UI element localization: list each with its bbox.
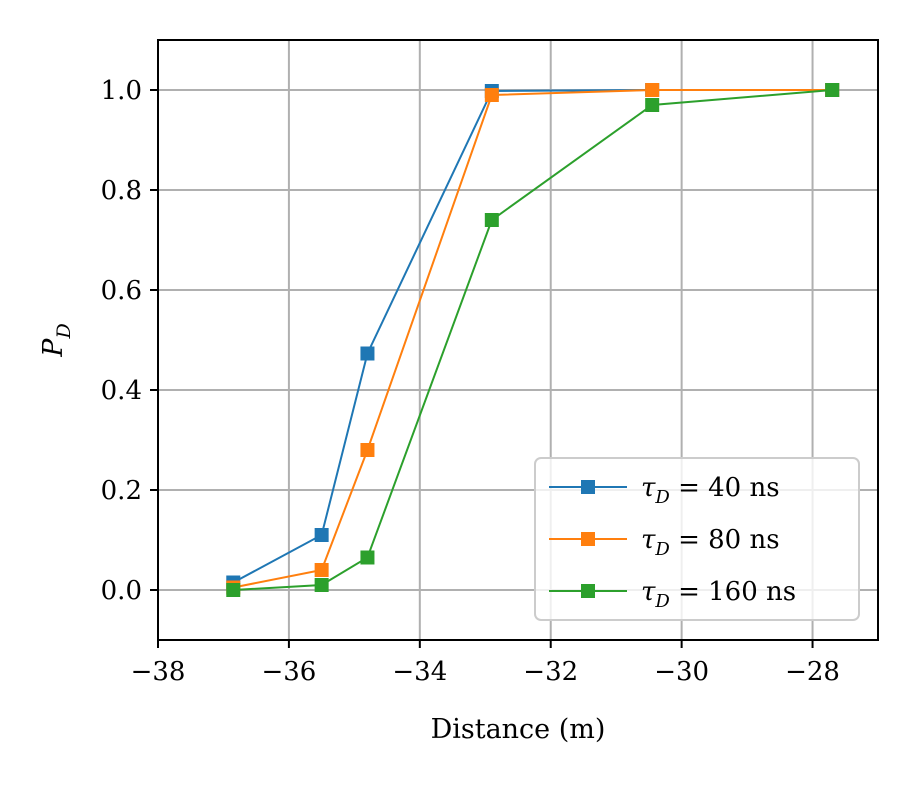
y-tick-label: 0.0 <box>101 576 142 606</box>
y-tick-label: 0.6 <box>101 276 142 306</box>
data-point <box>314 528 329 542</box>
legend: τD = 40 ns τD = 80 ns τD = 160 ns <box>534 457 860 621</box>
legend-label: τD = 160 ns <box>641 577 796 612</box>
y-axis-label-main: P <box>38 338 69 358</box>
legend-marker <box>581 480 595 494</box>
legend-label: τD = 80 ns <box>641 525 780 560</box>
data-point <box>314 578 329 592</box>
series-layer <box>226 83 840 597</box>
data-point <box>645 98 660 112</box>
y-axis-label-sub: D <box>53 323 75 339</box>
data-point <box>360 346 375 361</box>
legend-box <box>534 457 860 621</box>
x-axis-label: Distance (m) <box>431 714 606 745</box>
legend-item: τD = 160 ns <box>549 577 796 612</box>
x-tick-label: −34 <box>392 657 447 687</box>
data-point <box>825 83 840 97</box>
x-tick-label: −28 <box>785 657 840 687</box>
y-axis-label: PD <box>38 323 75 357</box>
y-tick-label: 1.0 <box>101 76 142 106</box>
y-tick-label: 0.2 <box>101 476 142 506</box>
data-point <box>484 88 499 102</box>
y-tick-label: 0.8 <box>101 176 142 206</box>
data-point <box>314 563 329 577</box>
y-tick-label: 0.4 <box>101 376 142 406</box>
data-point <box>484 213 499 227</box>
x-tick-label: −32 <box>523 657 578 687</box>
data-point <box>360 550 375 565</box>
x-tick-label: −38 <box>131 657 186 687</box>
ticks: −38 −36 −34 −32 −30 −28 0.0 0.2 0.4 0.6 0.8 1.0 <box>101 76 840 687</box>
legend-label: τD = 40 ns <box>641 473 780 508</box>
grid <box>157 40 878 640</box>
series-line <box>233 89 833 591</box>
series-line <box>233 89 833 589</box>
plot-frame <box>157 39 879 641</box>
series-3 <box>226 83 840 597</box>
data-point <box>360 443 375 457</box>
legend-item: τD = 80 ns <box>549 525 780 560</box>
data-point <box>226 583 241 597</box>
x-tick-label: −30 <box>654 657 709 687</box>
x-tick-label: −36 <box>261 657 316 687</box>
legend-item: τD = 40 ns <box>549 473 780 508</box>
legend-marker <box>581 584 595 598</box>
data-point <box>645 83 660 97</box>
legend-marker <box>581 532 595 546</box>
